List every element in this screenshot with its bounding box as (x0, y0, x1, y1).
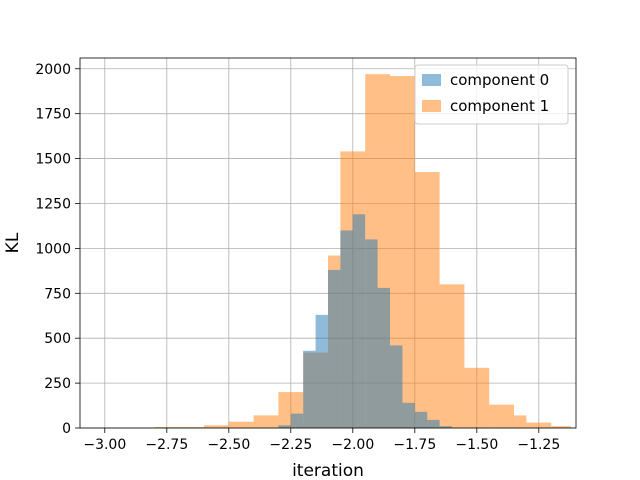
legend-label-component-1: component 1 (450, 97, 549, 115)
x-tick-label: −2.25 (269, 437, 312, 453)
y-tick-label: 2000 (35, 62, 71, 78)
y-tick-label: 1500 (35, 152, 71, 168)
histogram-bar-component-1 (464, 367, 490, 428)
histogram-bar-component-0 (278, 425, 291, 428)
x-axis-label: iteration (292, 461, 364, 480)
x-tick-label: −1.75 (393, 437, 436, 453)
histogram-bar-component-0 (402, 402, 415, 428)
legend-swatch-component-0 (422, 74, 441, 86)
histogram-bar-component-1 (414, 172, 440, 428)
x-tick-label: −1.50 (455, 437, 498, 453)
histogram-bar-component-0 (427, 419, 440, 428)
legend-swatch-component-1 (422, 100, 441, 112)
y-tick-label: 250 (44, 376, 71, 392)
y-tick-label: 500 (44, 331, 71, 347)
histogram-bar-component-1 (526, 422, 552, 428)
histogram-bar-component-0 (303, 350, 316, 428)
histogram-bar-component-0 (390, 345, 403, 428)
y-tick-label: 1000 (35, 241, 71, 257)
legend-box (414, 64, 569, 125)
ticks-layer: −3.00 −2.75 −2.50 −2.25 −2.00 −1.75 −1.50 −1.25… (35, 62, 560, 453)
histogram-bar-component-0 (290, 413, 304, 428)
legend-label-component-0: component 0 (450, 71, 549, 89)
axes-layer (79, 57, 577, 429)
x-tick-label: −2.00 (331, 437, 374, 453)
legend: component 0 component 1 (414, 64, 569, 125)
x-tick-label: −1.25 (517, 437, 560, 453)
x-tick-label: −3.00 (83, 437, 126, 453)
histogram-bar-component-0 (365, 239, 378, 428)
y-tick-label: 1750 (35, 107, 71, 123)
histogram-bar-component-1 (439, 284, 465, 428)
histogram-bar-component-1 (154, 427, 204, 428)
histogram-bar-component-0 (315, 314, 328, 428)
histogram-bar-component-0 (414, 411, 428, 428)
histogram-bar-component-1 (489, 404, 514, 428)
histogram-bar-component-1 (551, 426, 572, 428)
histogram-bar-component-1 (514, 415, 527, 428)
x-tick-label: −2.75 (145, 437, 188, 453)
y-tick-label: 0 (62, 421, 71, 437)
histogram-bar-component-0 (352, 214, 366, 428)
bars-layer (104, 74, 572, 429)
axes-frame (79, 57, 577, 429)
y-tick-label: 750 (44, 286, 71, 302)
y-axis-label: KL (3, 232, 23, 253)
histogram-bar-component-0 (328, 269, 341, 428)
y-tick-label: 1250 (35, 196, 71, 212)
histogram-bar-component-0 (340, 230, 353, 428)
histogram-bar-component-1 (228, 421, 254, 428)
x-tick-label: −2.50 (207, 437, 250, 453)
histogram-bar-component-0 (439, 426, 452, 428)
histogram-bar-component-1 (204, 425, 229, 428)
histogram-bar-component-1 (253, 415, 279, 428)
histogram-bar-component-0 (377, 287, 390, 428)
